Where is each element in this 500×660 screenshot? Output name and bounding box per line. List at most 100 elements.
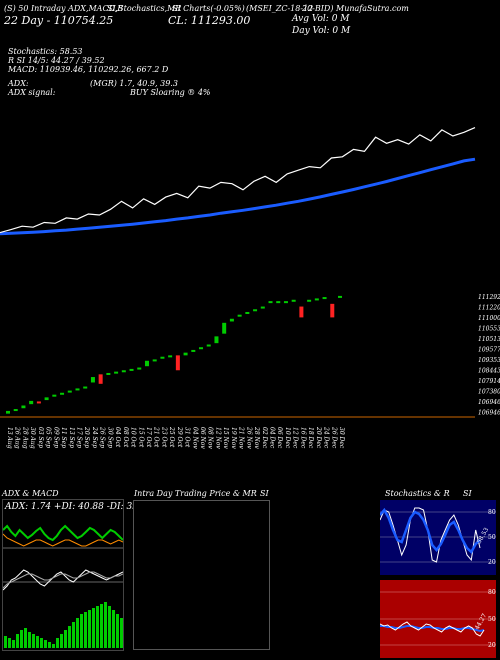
candle-10 — [83, 386, 88, 389]
price-axis-label-7: 108443.00 — [478, 368, 500, 375]
date-label-26: 08 Nov — [207, 427, 214, 449]
adx-signal-label: ADX signal: — [8, 88, 56, 97]
macd-line — [3, 569, 123, 591]
date-label-0: 13 Aug — [6, 427, 13, 449]
price-axis-label-10: 106946.00 — [478, 399, 500, 406]
macd-histogram-bar-19 — [80, 614, 83, 648]
date-label-41: 24 Dec — [323, 426, 330, 449]
macd-histogram-bar-8 — [36, 636, 39, 648]
stochastic-d-line — [380, 507, 481, 555]
price-axis-label-4: 110513.00 — [478, 336, 500, 343]
macd-histogram-bar-25 — [104, 602, 107, 648]
macd-histogram-bar-22 — [92, 608, 95, 648]
candle-24 — [191, 349, 196, 352]
date-label-34: 04 Dec — [269, 427, 276, 449]
close-label: CL: 111293.00 — [168, 14, 251, 27]
macd-histogram-bar-26 — [108, 606, 111, 648]
candle-13 — [106, 372, 111, 375]
adx-panel-title: ADX & MACD — [2, 489, 59, 498]
stochastics-plot: 80 50 20 58.53 — [380, 507, 496, 566]
adx-macd-plot — [3, 524, 123, 648]
date-label-33: 02 Dec — [261, 427, 268, 449]
date-label-24: 04 Nov — [191, 427, 198, 449]
candle-29 — [229, 318, 234, 322]
date-label-18: 17 Oct — [145, 427, 152, 448]
date-label-7: 11 Sep — [60, 427, 67, 448]
signal-value: BUY Sloaring ® 4% — [130, 88, 211, 97]
minus-di-line — [3, 533, 123, 547]
macd-label: MACD: 110939.46, 110292.26, 667.2 D — [8, 65, 169, 74]
macd-histogram-bar-4 — [20, 630, 23, 648]
date-label-9: 17 Sep — [76, 427, 83, 448]
macd-histogram-bar-13 — [56, 638, 59, 648]
macd-histogram-bar-14 — [60, 634, 63, 648]
date-label-43: 30 Dec — [338, 427, 345, 449]
candle-19 — [152, 359, 157, 362]
macd-histogram-bar-12 — [52, 644, 55, 648]
candle-38 — [299, 306, 304, 318]
candle-22 — [175, 355, 180, 371]
rsi-value-label: 44.27 — [474, 612, 489, 631]
header-line1-mid: SI,Stochastics,MR — [107, 4, 182, 13]
macd-histogram-bar-15 — [64, 630, 67, 648]
rsi-tick-80: 80 — [488, 589, 496, 596]
date-label-19: 21 Oct — [153, 426, 160, 448]
candle-28 — [222, 322, 227, 334]
date-label-12: 26 Sep — [99, 426, 106, 448]
price-axis-label-9: 107380.00 — [478, 389, 500, 396]
candle-32 — [253, 309, 258, 312]
candle-35 — [276, 301, 281, 304]
date-label-42: 26 Dec — [330, 426, 337, 449]
candle-25 — [199, 347, 204, 350]
candle-7 — [60, 392, 65, 395]
day-vol-label: Day Vol: 0 M — [292, 26, 351, 36]
date-label-15: 08 Oct — [122, 427, 129, 448]
stochastics-label: Stochastics: 58.53 — [8, 47, 83, 56]
candle-34 — [268, 301, 273, 304]
stoch-tick-50: 50 — [488, 534, 496, 541]
macd-histogram-bar-1 — [8, 638, 11, 648]
candle-23 — [183, 352, 188, 356]
date-axis: 13 Aug 26 Aug 28 Aug 30 Aug 03 Sep 05 Sep 09 S… — [6, 426, 345, 449]
header-line1-left: (S) 50 Intraday ADX,MACD,B — [4, 4, 124, 13]
date-label-10: 20 Sep — [83, 426, 90, 448]
macd-histogram-bar-21 — [88, 610, 91, 648]
date-label-13: 30 Sep — [106, 427, 113, 448]
header-line1-far: 20-BID) MunafaSutra.com — [302, 4, 409, 13]
candle-33 — [260, 306, 265, 309]
adx-values: ADX: 1.74 +DI: 40.88 -DI: 39.48 — [5, 502, 153, 512]
macd-histogram-bar-18 — [76, 618, 79, 648]
date-label-3: 30 Aug — [29, 427, 36, 449]
date-label-4: 03 Sep — [37, 427, 44, 448]
price-line — [0, 127, 476, 234]
date-label-32: 28 Nov — [253, 426, 260, 449]
rsi-line — [380, 621, 485, 637]
header-line1-right: (MSEI_ZC-18-12 — [246, 4, 314, 13]
date-label-35: 06 Dec — [276, 427, 283, 449]
date-label-25: 06 Nov — [199, 427, 206, 449]
header-day-range: 22 Day - 110754.25 — [4, 14, 114, 27]
date-label-40: 20 Dec — [315, 426, 322, 449]
mgr-label: (MGR) 1.7, 40.9, 39.3 — [90, 79, 178, 88]
candle-31 — [245, 311, 250, 314]
stoch-tick-80: 80 — [488, 509, 496, 516]
rsi-plot: 80 50 20 44.27 — [380, 589, 496, 649]
macd-histogram-bar-3 — [16, 634, 19, 648]
macd-histogram-bar-29 — [120, 618, 123, 648]
macd-histogram-bar-5 — [24, 628, 27, 648]
date-label-37: 12 Dec — [292, 427, 299, 449]
date-label-6: 09 Sep — [52, 427, 59, 448]
candle-41 — [322, 297, 327, 300]
candle-4 — [36, 401, 41, 404]
rsi-tick-20: 20 — [488, 642, 496, 649]
price-axis-label-3: 110553.50 — [478, 326, 500, 333]
macd-histogram-bar-11 — [48, 642, 51, 648]
candle-2 — [21, 405, 26, 409]
macd-histogram-bar-10 — [44, 640, 47, 648]
macd-histogram-bar-27 — [112, 610, 115, 648]
candle-3 — [29, 400, 34, 405]
candle-36 — [283, 301, 288, 304]
candle-14 — [114, 371, 119, 374]
candle-17 — [137, 367, 142, 370]
macd-histogram-bar-0 — [4, 636, 7, 648]
